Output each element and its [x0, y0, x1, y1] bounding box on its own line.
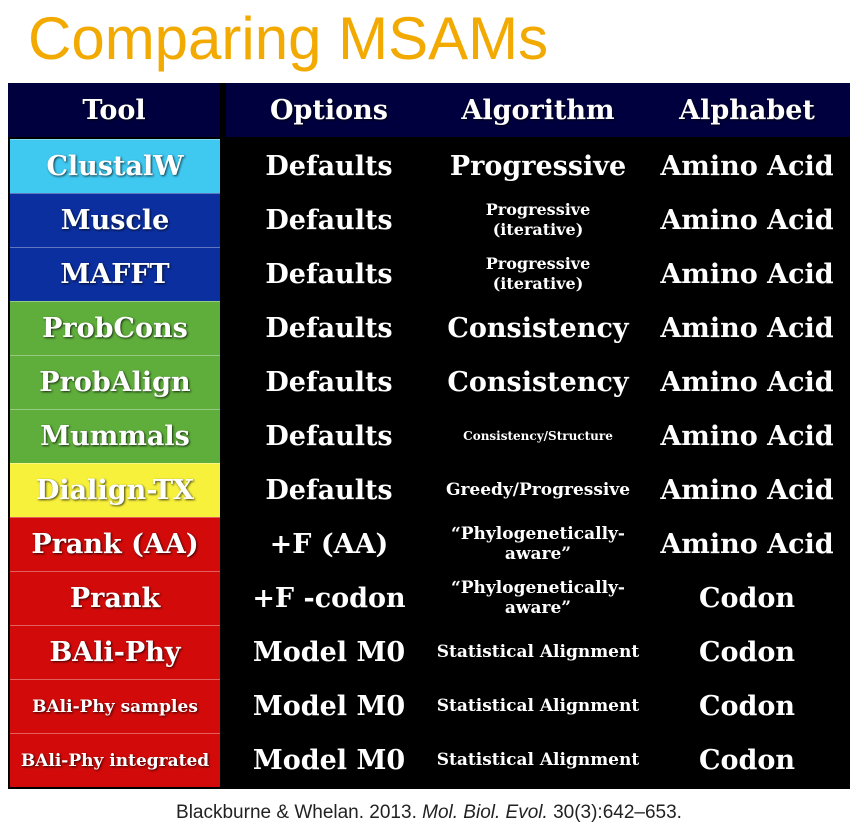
tool-cell: Dialign-TX: [10, 463, 220, 517]
tool-cell: Muscle: [10, 193, 220, 247]
algorithm-cell: Progressive (iterative): [485, 200, 591, 239]
options-cell: Defaults: [265, 258, 393, 290]
tool-cell: ProbAlign: [10, 355, 220, 409]
tool-cell: BAli-Phy: [10, 625, 220, 679]
options-cell: Defaults: [265, 204, 393, 236]
alphabet-cell: Amino Acid: [660, 420, 834, 452]
alphabet-cell: Codon: [698, 690, 796, 722]
header-algorithm: Algorithm: [432, 83, 644, 137]
alphabet-cell: Amino Acid: [660, 366, 834, 398]
algorithm-cell: Consistency: [447, 312, 629, 344]
slide-title: Comparing MSAMs: [28, 5, 549, 72]
alphabet-cell: Amino Acid: [660, 474, 834, 506]
algorithm-cell: Progressive: [449, 150, 627, 182]
table-row: Mummals Defaults Consistency/Structure A…: [8, 409, 850, 463]
tool-cell: Prank: [10, 571, 220, 625]
table-row: Prank (AA) +F (AA) “Phylogenetically- aw…: [8, 517, 850, 571]
citation-authors: Blackburne & Whelan. 2013.: [176, 802, 417, 823]
options-cell: Defaults: [265, 312, 393, 344]
table-row: Dialign-TX Defaults Greedy/Progressive A…: [8, 463, 850, 517]
table-row: BAli-Phy samples Model M0 Statistical Al…: [8, 679, 850, 733]
table-row: ProbAlign Defaults Consistency Amino Aci…: [8, 355, 850, 409]
options-cell: Model M0: [252, 744, 406, 776]
table-row: ClustalW Defaults Progressive Amino Acid: [8, 139, 850, 193]
alphabet-cell: Amino Acid: [660, 528, 834, 560]
algorithm-cell: “Phylogenetically- aware”: [450, 524, 625, 564]
tool-cell: ProbCons: [10, 301, 220, 355]
alphabet-cell: Amino Acid: [660, 258, 834, 290]
algorithm-cell: Statistical Alignment: [436, 750, 640, 770]
table-row: BAli-Phy Model M0 Statistical Alignment …: [8, 625, 850, 679]
alphabet-cell: Codon: [698, 636, 796, 668]
tool-cell: ClustalW: [10, 139, 220, 193]
tool-cell: MAFFT: [10, 247, 220, 301]
options-cell: Defaults: [265, 474, 393, 506]
table-row: Prank +F -codon “Phylogenetically- aware…: [8, 571, 850, 625]
algorithm-cell: Progressive (iterative): [485, 254, 591, 293]
tool-cell: BAli-Phy integrated: [10, 733, 220, 787]
msam-comparison-table: Tool Options Algorithm Alphabet ClustalW…: [8, 83, 850, 789]
alphabet-cell: Amino Acid: [660, 312, 834, 344]
table-row: ProbCons Defaults Consistency Amino Acid: [8, 301, 850, 355]
alphabet-cell: Codon: [698, 744, 796, 776]
alphabet-cell: Amino Acid: [660, 150, 834, 182]
options-cell: Model M0: [252, 636, 406, 668]
tool-cell: Prank (AA): [10, 517, 220, 571]
table-header-row: Tool Options Algorithm Alphabet: [8, 83, 850, 137]
options-cell: Defaults: [265, 420, 393, 452]
options-cell: +F (AA): [269, 528, 389, 560]
citation-ref: 30(3):642–653.: [553, 802, 682, 823]
table-row: BAli-Phy integrated Model M0 Statistical…: [8, 733, 850, 787]
tool-cell: BAli-Phy samples: [10, 679, 220, 733]
algorithm-cell: Consistency: [447, 366, 629, 398]
citation-journal: Mol. Biol. Evol.: [422, 802, 548, 823]
algorithm-cell: Greedy/Progressive: [445, 480, 631, 500]
citation: Blackburne & Whelan. 2013. Mol. Biol. Ev…: [0, 802, 858, 824]
algorithm-cell: Statistical Alignment: [436, 642, 640, 662]
tool-cell: Mummals: [10, 409, 220, 463]
header-tool: Tool: [8, 83, 220, 137]
options-cell: Model M0: [252, 690, 406, 722]
options-cell: Defaults: [265, 150, 393, 182]
algorithm-cell: Statistical Alignment: [436, 696, 640, 716]
algorithm-cell: Consistency/Structure: [463, 429, 613, 443]
table-row: MAFFT Defaults Progressive (iterative) A…: [8, 247, 850, 301]
header-alphabet: Alphabet: [644, 83, 850, 137]
options-cell: Defaults: [265, 366, 393, 398]
alphabet-cell: Codon: [698, 582, 796, 614]
options-cell: +F -codon: [252, 582, 406, 614]
alphabet-cell: Amino Acid: [660, 204, 834, 236]
algorithm-cell: “Phylogenetically- aware”: [450, 578, 625, 618]
header-options: Options: [226, 83, 432, 137]
table-row: Muscle Defaults Progressive (iterative) …: [8, 193, 850, 247]
